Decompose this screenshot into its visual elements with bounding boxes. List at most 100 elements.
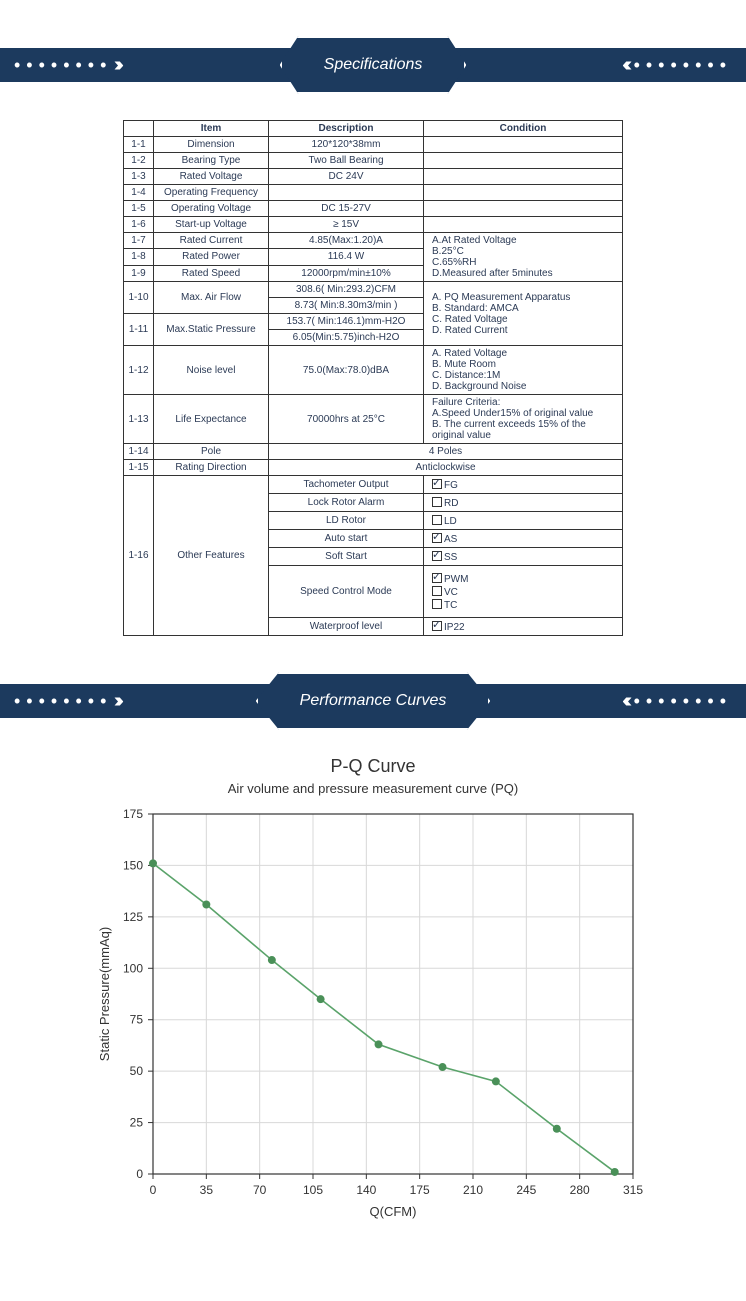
svg-text:Q(CFM): Q(CFM) xyxy=(370,1204,417,1219)
row-id: 1-1 xyxy=(124,137,154,153)
feature-desc: Lock Rotor Alarm xyxy=(269,494,424,512)
row-cond: A. PQ Measurement ApparatusB. Standard: … xyxy=(424,282,623,346)
row-desc: 6.05(Min:5.75)inch-H2O xyxy=(269,330,424,346)
feature-desc: Auto start xyxy=(269,530,424,548)
row-id: 1-16 xyxy=(124,476,154,636)
feature-opts: LD xyxy=(424,512,623,530)
feature-desc: Speed Control Mode xyxy=(269,566,424,618)
row-item: Max. Air Flow xyxy=(154,282,269,314)
feature-option: IP22 xyxy=(432,620,618,633)
row-id: 1-8 xyxy=(124,249,154,265)
row-id: 1-13 xyxy=(124,395,154,444)
feature-desc: Tachometer Output xyxy=(269,476,424,494)
row-id: 1-3 xyxy=(124,169,154,185)
svg-text:245: 245 xyxy=(516,1183,536,1197)
row-id: 1-10 xyxy=(124,282,154,314)
row-desc: 8.73( Min:8.30m3/min ) xyxy=(269,298,424,314)
row-item: Bearing Type xyxy=(154,153,269,169)
row-desc: 12000rpm/min±10% xyxy=(269,265,424,281)
table-row: 1-12 Noise level 75.0(Max:78.0)dBA A. Ra… xyxy=(124,346,623,395)
row-item: Start-up Voltage xyxy=(154,217,269,233)
row-desc: DC 24V xyxy=(269,169,424,185)
svg-text:175: 175 xyxy=(410,1183,430,1197)
svg-text:0: 0 xyxy=(150,1183,157,1197)
feature-option: LD xyxy=(432,514,618,527)
row-desc: 75.0(Max:78.0)dBA xyxy=(269,346,424,395)
feature-option: AS xyxy=(432,532,618,545)
row-item: Dimension xyxy=(154,137,269,153)
row-item: Max.Static Pressure xyxy=(154,314,269,346)
row-desc: DC 15-27V xyxy=(269,201,424,217)
svg-text:125: 125 xyxy=(123,910,143,924)
row-id: 1-14 xyxy=(124,444,154,460)
chart-title: P-Q Curve xyxy=(60,756,686,777)
banner-title: Performance Curves xyxy=(256,672,491,730)
row-item: Operating Frequency xyxy=(154,185,269,201)
header-description: Description xyxy=(269,121,424,137)
feature-option: VC xyxy=(432,585,618,598)
feature-desc: Soft Start xyxy=(269,548,424,566)
banner-right-decor: ‹‹‹‹‹‹ •••••••• xyxy=(625,55,732,76)
feature-opts: IP22 xyxy=(424,618,623,636)
row-cond xyxy=(424,153,623,169)
svg-text:280: 280 xyxy=(570,1183,590,1197)
row-cond xyxy=(424,201,623,217)
row-item: Operating Voltage xyxy=(154,201,269,217)
table-row: 1-6 Start-up Voltage ≥ 15V xyxy=(124,217,623,233)
svg-text:175: 175 xyxy=(123,807,143,821)
feature-opts: SS xyxy=(424,548,623,566)
chevrons-right-icon: ›››››› xyxy=(117,55,121,75)
svg-text:0: 0 xyxy=(136,1167,143,1181)
specifications-table: Item Description Condition 1-1 Dimension… xyxy=(123,120,623,636)
feature-opts: FG xyxy=(424,476,623,494)
row-cond: Failure Criteria:A.Speed Under15% of ori… xyxy=(424,395,623,444)
row-cond xyxy=(424,217,623,233)
header-blank xyxy=(124,121,154,137)
row-id: 1-7 xyxy=(124,233,154,249)
svg-text:315: 315 xyxy=(623,1183,643,1197)
row-id: 1-6 xyxy=(124,217,154,233)
dots-icon: •••••••• xyxy=(634,691,732,711)
row-item: Rated Voltage xyxy=(154,169,269,185)
table-row: 1-2 Bearing Type Two Ball Bearing xyxy=(124,153,623,169)
svg-text:25: 25 xyxy=(130,1116,144,1130)
svg-text:35: 35 xyxy=(200,1183,214,1197)
feature-opts: PWMVCTC xyxy=(424,566,623,618)
row-item: Rated Power xyxy=(154,249,269,265)
svg-text:50: 50 xyxy=(130,1064,144,1078)
table-row: 1-10 Max. Air Flow 308.6( Min:293.2)CFM … xyxy=(124,282,623,298)
banner-left-decor: •••••••• ›››››› xyxy=(14,55,121,76)
svg-text:140: 140 xyxy=(356,1183,376,1197)
row-desc: 308.6( Min:293.2)CFM xyxy=(269,282,424,298)
table-row: 1-3 Rated Voltage DC 24V xyxy=(124,169,623,185)
table-row: 1-4 Operating Frequency xyxy=(124,185,623,201)
svg-text:Static Pressure(mmAq): Static Pressure(mmAq) xyxy=(97,927,112,1061)
row-cond xyxy=(424,185,623,201)
row-item: Rated Speed xyxy=(154,265,269,281)
row-desc: 116.4 W xyxy=(269,249,424,265)
row-id: 1-9 xyxy=(124,265,154,281)
row-id: 1-5 xyxy=(124,201,154,217)
row-id: 1-2 xyxy=(124,153,154,169)
specifications-banner: •••••••• ›››››› ‹‹‹‹‹‹ •••••••• Specific… xyxy=(0,30,746,100)
svg-text:105: 105 xyxy=(303,1183,323,1197)
table-row: 1-1 Dimension 120*120*38mm xyxy=(124,137,623,153)
table-row: 1-13 Life Expectance 70000hrs at 25°C Fa… xyxy=(124,395,623,444)
row-cond xyxy=(424,169,623,185)
svg-text:75: 75 xyxy=(130,1013,144,1027)
row-desc: 70000hrs at 25°C xyxy=(269,395,424,444)
feature-opts: AS xyxy=(424,530,623,548)
row-desc: ≥ 15V xyxy=(269,217,424,233)
row-merged: Anticlockwise xyxy=(269,460,623,476)
row-item: Other Features xyxy=(154,476,269,636)
banner-title: Specifications xyxy=(280,36,467,94)
feature-option: RD xyxy=(432,496,618,509)
dots-icon: •••••••• xyxy=(634,55,732,75)
row-item: Noise level xyxy=(154,346,269,395)
row-id: 1-12 xyxy=(124,346,154,395)
feature-desc: Waterproof level xyxy=(269,618,424,636)
table-row: 1-14 Pole 4 Poles xyxy=(124,444,623,460)
header-condition: Condition xyxy=(424,121,623,137)
svg-text:100: 100 xyxy=(123,961,143,975)
row-item: Pole xyxy=(154,444,269,460)
